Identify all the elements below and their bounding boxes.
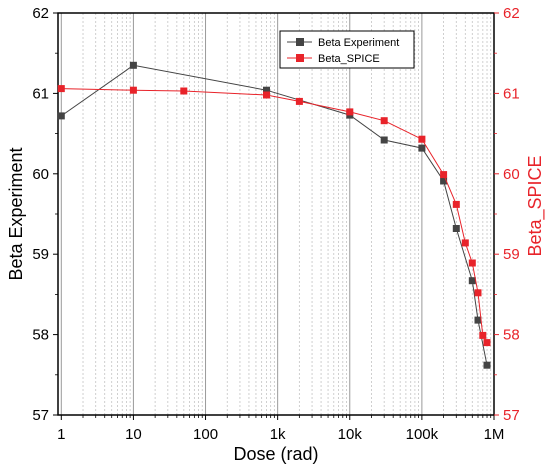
axis-ticks: 1 10 100 1k 10k 100k 1M 57 58 59 60 61 62 57 58 59 60 61 6…	[32, 5, 519, 443]
y-tick-label-right: 59	[503, 246, 520, 263]
y-tick-label-left: 61	[32, 85, 49, 102]
data-point-experiment	[380, 136, 388, 144]
data-point-experiment	[418, 144, 426, 152]
x-tick-label: 10k	[338, 426, 363, 443]
data-point-spice	[468, 259, 476, 267]
plot-frame	[57, 12, 495, 416]
data-point-experiment	[468, 277, 476, 285]
data-point-experiment	[452, 225, 460, 232]
series-layer	[57, 61, 491, 369]
x-tick-label: 1	[57, 426, 65, 443]
y-axis-title-left: Beta Experiment	[6, 147, 26, 280]
data-point-spice	[129, 86, 137, 94]
data-point-experiment	[474, 316, 482, 324]
data-point-spice	[452, 200, 460, 208]
y-tick-label-left: 60	[32, 166, 49, 183]
x-tick-label: 1k	[270, 426, 286, 443]
data-point-experiment	[440, 177, 448, 185]
data-point-spice	[418, 135, 426, 143]
data-point-spice	[346, 108, 354, 116]
x-tick-label: 100	[193, 426, 218, 443]
data-point-spice	[474, 289, 482, 297]
y-tick-label-left: 58	[32, 327, 49, 344]
data-point-spice	[479, 331, 487, 339]
chart-legend: Beta Experiment Beta_SPICE	[279, 30, 415, 69]
y-tick-label-left: 59	[32, 246, 49, 263]
data-point-experiment	[483, 361, 491, 369]
legend-label-experiment: Beta Experiment	[318, 37, 399, 49]
legend-label-spice: Beta_SPICE	[318, 53, 380, 65]
data-point-spice	[263, 91, 270, 99]
y-tick-label-left: 62	[32, 5, 49, 22]
legend-marker-spice	[296, 54, 304, 62]
data-point-experiment	[263, 86, 270, 94]
data-point-spice	[380, 117, 388, 125]
x-tick-label: 10	[125, 426, 142, 443]
x-tick-label: 1M	[484, 426, 505, 443]
y-tick-label-right: 57	[503, 407, 520, 424]
data-point-experiment	[57, 112, 65, 120]
data-point-spice	[483, 339, 491, 347]
data-point-spice	[440, 171, 448, 179]
data-point-spice	[180, 87, 188, 95]
y-axis-title-right: Beta_SPICE	[525, 155, 546, 256]
y-tick-label-right: 61	[503, 85, 520, 102]
y-tick-label-right: 58	[503, 327, 520, 344]
y-tick-label-left: 57	[32, 407, 49, 424]
legend-marker-experiment	[296, 38, 304, 46]
y-tick-label-right: 60	[503, 166, 520, 183]
x-tick-label: 100k	[406, 426, 439, 443]
data-point-experiment	[129, 61, 137, 69]
x-axis-title: Dose (rad)	[233, 444, 318, 464]
data-point-spice	[57, 85, 65, 93]
grid-lines	[60, 13, 492, 415]
data-point-spice	[295, 97, 303, 105]
y-tick-label-right: 62	[503, 5, 520, 22]
data-point-spice	[461, 239, 469, 247]
